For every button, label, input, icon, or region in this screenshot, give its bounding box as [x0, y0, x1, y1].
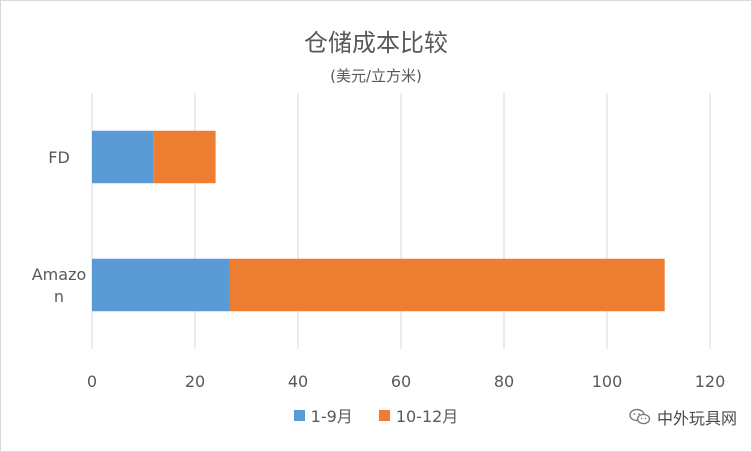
y-category-label-amazon-0: Amazo — [32, 265, 87, 284]
y-category-label-amazon-1: n — [54, 287, 64, 306]
x-tick-label-60: 60 — [391, 372, 411, 391]
wechat-icon — [629, 408, 651, 426]
legend-item-1-9: 1-9月 — [293, 403, 353, 427]
chart-title: 仓储成本比较 — [304, 29, 448, 57]
bar-amazon-series-1 — [229, 258, 665, 312]
x-tick-label-80: 80 — [494, 372, 514, 391]
legend-swatch-10-12 — [378, 409, 390, 421]
bar-amazon-series-0 — [92, 258, 230, 312]
plot-area: 0 20 40 60 80 100 120 FD Amazo n — [32, 93, 726, 391]
x-tick-label-120: 120 — [695, 372, 726, 391]
legend-item-10-12: 10-12月 — [378, 403, 459, 427]
legend-swatch-1-9 — [293, 409, 305, 421]
watermark: 中外玩具网 — [629, 405, 737, 429]
y-category-label-fd-0: FD — [48, 148, 70, 167]
x-tick-label-100: 100 — [592, 372, 623, 391]
x-tick-label-20: 20 — [185, 372, 205, 391]
bar-fd-series-1 — [153, 130, 216, 184]
legend-label-10-12: 10-12月 — [395, 407, 459, 426]
bar-fd-series-0 — [92, 130, 154, 184]
x-tick-label-0: 0 — [87, 372, 97, 391]
chart-subtitle: (美元/立方米) — [330, 67, 422, 85]
legend: 1-9月 10-12月 — [1, 403, 751, 427]
legend-label-1-9: 1-9月 — [310, 407, 353, 426]
watermark-text: 中外玩具网 — [656, 409, 737, 428]
x-tick-label-40: 40 — [288, 372, 308, 391]
